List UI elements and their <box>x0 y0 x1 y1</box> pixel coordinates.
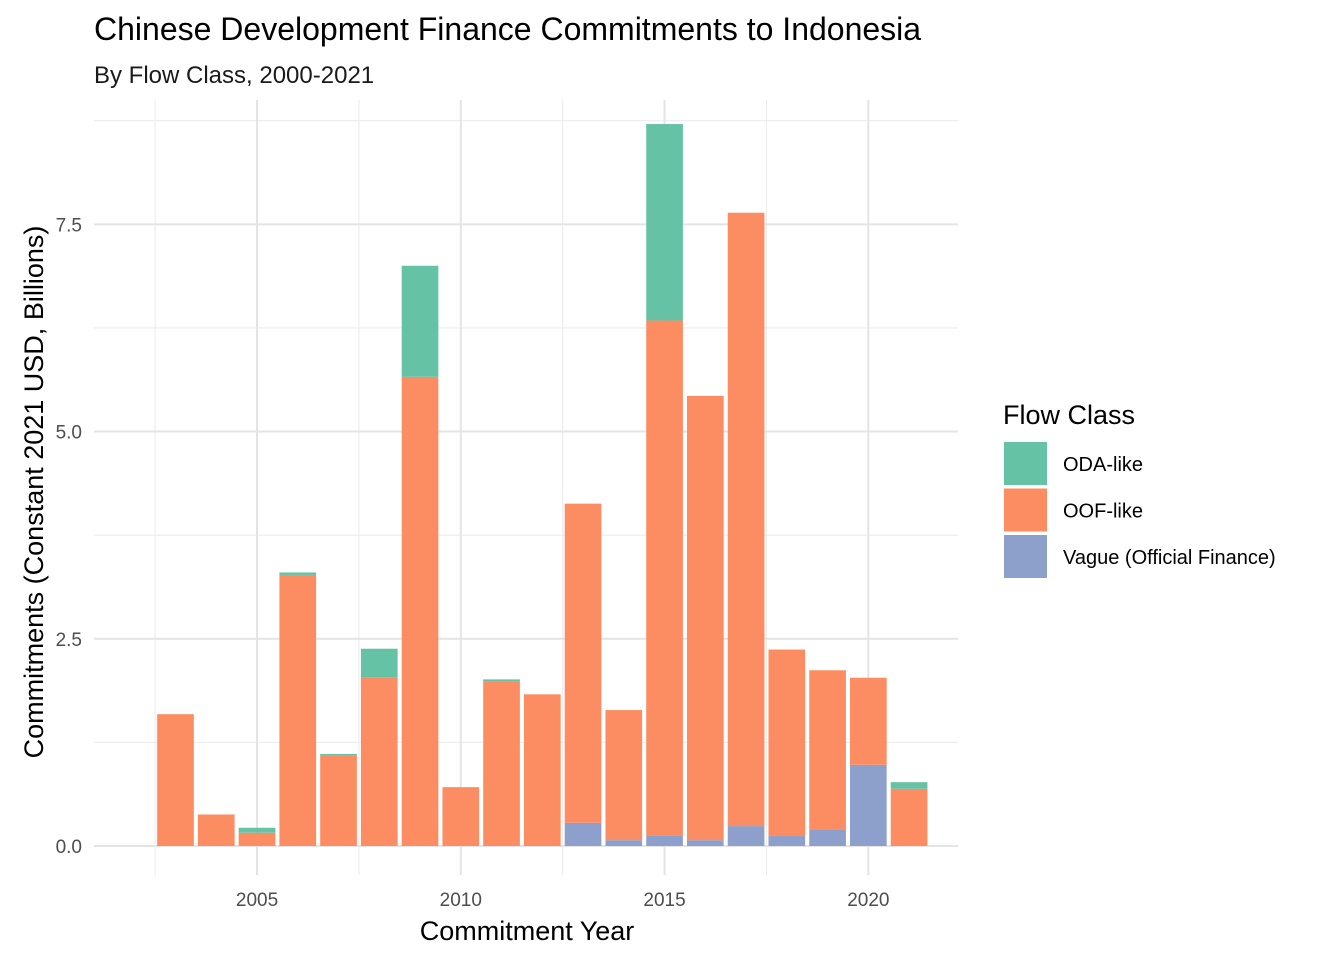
bar-segment <box>727 826 765 846</box>
bar-segment <box>768 649 806 837</box>
plot-area <box>94 100 958 875</box>
bar-segment <box>320 755 357 846</box>
y-axis-ticks: 0.0 2.5 5.0 7.5 <box>56 215 82 858</box>
x-tick-label: 2020 <box>847 890 889 911</box>
x-tick-label: 2010 <box>440 890 482 911</box>
bar-segment <box>564 822 602 846</box>
bar-segment <box>401 265 439 377</box>
bar-segment <box>646 320 683 836</box>
bar-segment <box>320 753 357 756</box>
bar-segment <box>809 670 846 830</box>
legend-label: ODA-like <box>1063 454 1143 476</box>
bar-segment <box>605 840 643 846</box>
bar-segment <box>523 845 561 846</box>
bar-segment <box>279 574 317 846</box>
bar-segment <box>890 782 928 789</box>
legend: Flow Class ODA-like OOF-like Vague (Offici… <box>1003 400 1276 578</box>
bar-segment <box>768 836 806 846</box>
bar-segment <box>483 681 520 846</box>
bar-segment <box>727 212 765 827</box>
bar-segment <box>279 572 317 575</box>
bar-segment <box>442 787 480 846</box>
x-tick-label: 2015 <box>643 890 685 911</box>
x-axis-title: Commitment Year <box>420 916 635 946</box>
bar-segment <box>564 503 602 823</box>
bar-segment <box>646 835 683 846</box>
bar-segment <box>401 376 439 846</box>
legend-label: OOF-like <box>1063 501 1143 523</box>
bars <box>157 124 928 846</box>
legend-swatch <box>1004 535 1047 578</box>
y-tick-label: 7.5 <box>56 215 82 236</box>
legend-items: ODA-like OOF-like Vague (Official Finance) <box>1004 442 1276 578</box>
bar-segment <box>483 845 520 846</box>
y-axis-title: Commitments (Constant 2021 USD, Billions… <box>19 226 49 759</box>
bar-segment <box>686 840 724 846</box>
x-axis-ticks: 2005 2010 2015 2020 <box>236 890 890 911</box>
bar-segment <box>197 814 235 846</box>
grid-major <box>94 100 958 875</box>
legend-label: Vague (Official Finance) <box>1063 547 1276 569</box>
bar-segment <box>605 710 643 841</box>
y-tick-label: 2.5 <box>56 630 82 651</box>
legend-title: Flow Class <box>1003 400 1135 430</box>
bar-segment <box>157 714 194 846</box>
bar-segment <box>850 677 887 765</box>
bar-segment <box>238 827 276 833</box>
bar-segment <box>809 829 846 846</box>
chart-subtitle: By Flow Class, 2000-2021 <box>94 62 374 89</box>
bar-segment <box>890 788 928 846</box>
grid-minor <box>94 100 958 875</box>
bar-segment <box>360 677 398 846</box>
bar-segment <box>523 694 561 846</box>
bar-segment <box>850 764 887 846</box>
bar-segment <box>238 832 276 846</box>
bar-segment <box>686 395 724 841</box>
bar-segment <box>360 648 398 678</box>
legend-swatch <box>1004 488 1047 532</box>
bar-segment <box>483 679 520 682</box>
bar-segment <box>646 124 683 321</box>
y-tick-label: 0.0 <box>56 837 82 858</box>
chart-title: Chinese Development Finance Commitments … <box>94 11 921 47</box>
x-tick-label: 2005 <box>236 890 278 911</box>
y-tick-label: 5.0 <box>56 423 82 444</box>
legend-swatch <box>1004 442 1047 485</box>
